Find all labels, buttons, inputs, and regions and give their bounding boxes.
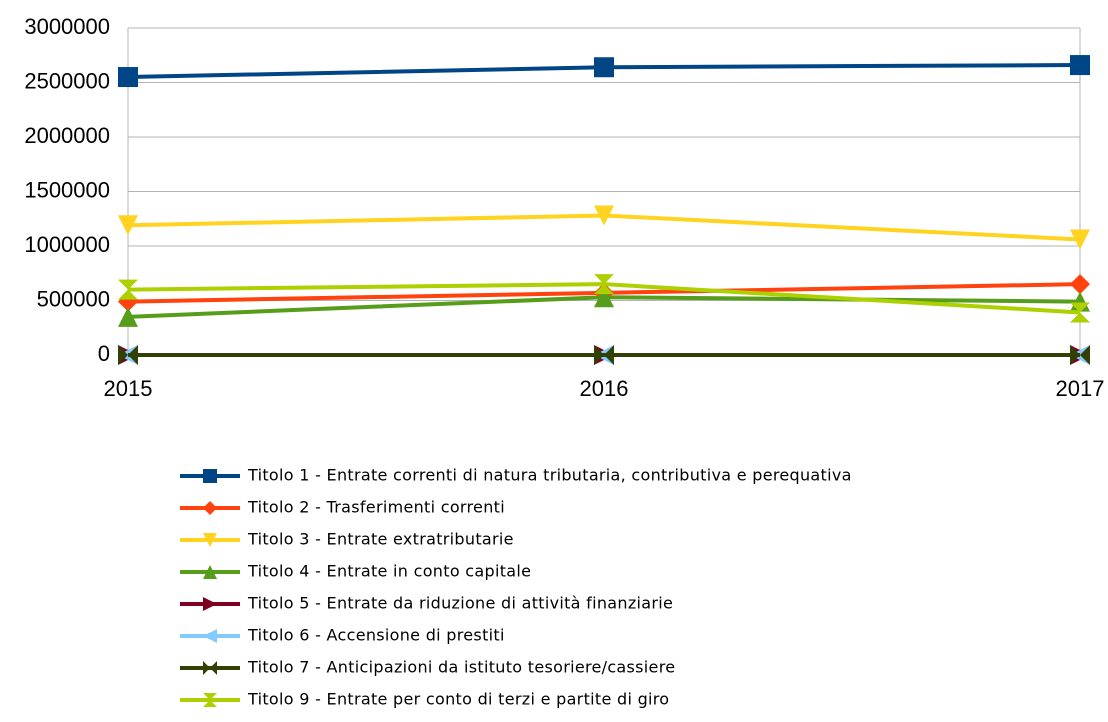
- y-tick-label: 2500000: [24, 68, 110, 93]
- data-point: [118, 345, 138, 365]
- y-tick-label: 3000000: [24, 14, 110, 39]
- legend-marker: [203, 533, 217, 547]
- y-tick-label: 1000000: [24, 232, 110, 257]
- legend-marker: [203, 597, 217, 611]
- legend-marker: [203, 693, 217, 707]
- legend-label: Titolo 3 - Entrate extratributarie: [247, 530, 514, 549]
- data-point: [1070, 345, 1090, 365]
- y-tick-label: 0: [98, 341, 110, 366]
- y-tick-label: 500000: [37, 286, 110, 311]
- data-point: [1070, 55, 1090, 76]
- legend-label: Titolo 4 - Entrate in conto capitale: [247, 562, 531, 581]
- data-point: [118, 67, 138, 88]
- data-point: [118, 306, 138, 327]
- data-point: [1070, 229, 1090, 250]
- x-tick-label: 2017: [1056, 376, 1105, 401]
- x-tick-label: 2015: [104, 376, 153, 401]
- legend-label: Titolo 1 - Entrate correnti di natura tr…: [247, 466, 852, 485]
- y-tick-label: 2000000: [24, 123, 110, 148]
- y-tick-label: 1500000: [24, 177, 110, 202]
- data-point: [594, 205, 614, 226]
- data-point: [118, 215, 138, 236]
- legend-marker: [203, 469, 217, 483]
- x-tick-label: 2016: [580, 376, 629, 401]
- data-point: [594, 287, 614, 308]
- legend-marker: [203, 661, 217, 675]
- legend-label: Titolo 5 - Entrate da riduzione di attiv…: [247, 594, 673, 613]
- data-point: [1070, 274, 1090, 295]
- legend-label: Titolo 7 - Anticipazioni da istituto tes…: [247, 658, 675, 677]
- legend-marker: [203, 629, 217, 643]
- legend-marker: [203, 501, 217, 515]
- data-point: [1070, 302, 1090, 323]
- legend-label: Titolo 9 - Entrate per conto di terzi e …: [247, 690, 669, 709]
- data-point: [118, 279, 138, 300]
- legend-marker: [203, 565, 217, 579]
- legend-label: Titolo 2 - Trasferimenti correnti: [247, 498, 505, 517]
- legend-label: Titolo 6 - Accensione di prestiti: [247, 626, 505, 645]
- data-point: [594, 57, 614, 78]
- data-point: [594, 274, 614, 295]
- data-point: [594, 345, 614, 365]
